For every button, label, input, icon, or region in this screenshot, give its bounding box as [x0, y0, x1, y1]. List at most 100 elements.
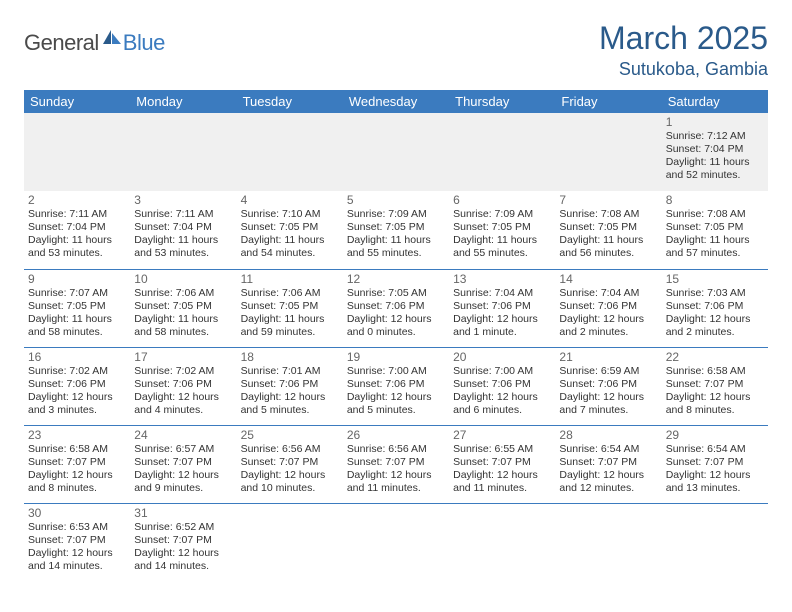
day-info: Sunrise: 7:07 AMSunset: 7:05 PMDaylight:…: [28, 287, 126, 340]
day-cell: 10Sunrise: 7:06 AMSunset: 7:05 PMDayligh…: [130, 269, 236, 347]
day-info: Sunrise: 6:55 AMSunset: 7:07 PMDaylight:…: [453, 443, 551, 496]
logo: General Blue: [24, 28, 165, 57]
logo-text-blue: Blue: [123, 30, 165, 56]
day-number: 2: [28, 193, 126, 207]
day-info: Sunrise: 6:58 AMSunset: 7:07 PMDaylight:…: [28, 443, 126, 496]
header: General Blue March 2025 Sutukoba, Gambia: [24, 20, 768, 80]
day-cell: 23Sunrise: 6:58 AMSunset: 7:07 PMDayligh…: [24, 425, 130, 503]
week-row: 30Sunrise: 6:53 AMSunset: 7:07 PMDayligh…: [24, 503, 768, 581]
week-row: 16Sunrise: 7:02 AMSunset: 7:06 PMDayligh…: [24, 347, 768, 425]
day-info: Sunrise: 7:06 AMSunset: 7:05 PMDaylight:…: [134, 287, 232, 340]
dayname-thu: Thursday: [449, 90, 555, 113]
day-info: Sunrise: 7:00 AMSunset: 7:06 PMDaylight:…: [347, 365, 445, 418]
day-cell: [449, 113, 555, 191]
week-row: 23Sunrise: 6:58 AMSunset: 7:07 PMDayligh…: [24, 425, 768, 503]
week-row: 9Sunrise: 7:07 AMSunset: 7:05 PMDaylight…: [24, 269, 768, 347]
day-cell: 1Sunrise: 7:12 AMSunset: 7:04 PMDaylight…: [662, 113, 768, 191]
day-cell: 26Sunrise: 6:56 AMSunset: 7:07 PMDayligh…: [343, 425, 449, 503]
day-cell: [343, 503, 449, 581]
day-number: 25: [241, 428, 339, 442]
day-cell: 4Sunrise: 7:10 AMSunset: 7:05 PMDaylight…: [237, 191, 343, 269]
day-info: Sunrise: 6:58 AMSunset: 7:07 PMDaylight:…: [666, 365, 764, 418]
day-number: 6: [453, 193, 551, 207]
day-info: Sunrise: 6:56 AMSunset: 7:07 PMDaylight:…: [347, 443, 445, 496]
day-cell: 27Sunrise: 6:55 AMSunset: 7:07 PMDayligh…: [449, 425, 555, 503]
day-cell: 25Sunrise: 6:56 AMSunset: 7:07 PMDayligh…: [237, 425, 343, 503]
day-info: Sunrise: 6:52 AMSunset: 7:07 PMDaylight:…: [134, 521, 232, 574]
sail-icon: [101, 28, 123, 51]
day-info: Sunrise: 7:08 AMSunset: 7:05 PMDaylight:…: [666, 208, 764, 261]
day-number: 3: [134, 193, 232, 207]
day-number: 22: [666, 350, 764, 364]
day-info: Sunrise: 7:04 AMSunset: 7:06 PMDaylight:…: [453, 287, 551, 340]
dayname-mon: Monday: [130, 90, 236, 113]
day-number: 7: [559, 193, 657, 207]
day-cell: 14Sunrise: 7:04 AMSunset: 7:06 PMDayligh…: [555, 269, 661, 347]
day-info: Sunrise: 7:00 AMSunset: 7:06 PMDaylight:…: [453, 365, 551, 418]
title-block: March 2025 Sutukoba, Gambia: [599, 20, 768, 80]
day-cell: [555, 503, 661, 581]
day-info: Sunrise: 7:12 AMSunset: 7:04 PMDaylight:…: [666, 130, 764, 183]
dayname-tue: Tuesday: [237, 90, 343, 113]
day-number: 14: [559, 272, 657, 286]
dayname-wed: Wednesday: [343, 90, 449, 113]
day-info: Sunrise: 7:04 AMSunset: 7:06 PMDaylight:…: [559, 287, 657, 340]
day-number: 19: [347, 350, 445, 364]
day-number: 21: [559, 350, 657, 364]
day-number: 13: [453, 272, 551, 286]
week-row: 1Sunrise: 7:12 AMSunset: 7:04 PMDaylight…: [24, 113, 768, 191]
day-cell: 18Sunrise: 7:01 AMSunset: 7:06 PMDayligh…: [237, 347, 343, 425]
day-number: 29: [666, 428, 764, 442]
day-cell: [237, 503, 343, 581]
day-cell: 16Sunrise: 7:02 AMSunset: 7:06 PMDayligh…: [24, 347, 130, 425]
day-cell: 29Sunrise: 6:54 AMSunset: 7:07 PMDayligh…: [662, 425, 768, 503]
day-cell: 22Sunrise: 6:58 AMSunset: 7:07 PMDayligh…: [662, 347, 768, 425]
day-number: 11: [241, 272, 339, 286]
day-number: 17: [134, 350, 232, 364]
day-number: 28: [559, 428, 657, 442]
day-number: 16: [28, 350, 126, 364]
dayname-fri: Friday: [555, 90, 661, 113]
logo-text-general: General: [24, 30, 99, 56]
day-cell: 7Sunrise: 7:08 AMSunset: 7:05 PMDaylight…: [555, 191, 661, 269]
day-number: 1: [666, 115, 764, 129]
day-cell: [24, 113, 130, 191]
day-info: Sunrise: 7:09 AMSunset: 7:05 PMDaylight:…: [453, 208, 551, 261]
day-info: Sunrise: 6:54 AMSunset: 7:07 PMDaylight:…: [559, 443, 657, 496]
week-row: 2Sunrise: 7:11 AMSunset: 7:04 PMDaylight…: [24, 191, 768, 269]
day-info: Sunrise: 7:03 AMSunset: 7:06 PMDaylight:…: [666, 287, 764, 340]
day-number: 5: [347, 193, 445, 207]
day-number: 15: [666, 272, 764, 286]
day-info: Sunrise: 7:02 AMSunset: 7:06 PMDaylight:…: [28, 365, 126, 418]
day-cell: 15Sunrise: 7:03 AMSunset: 7:06 PMDayligh…: [662, 269, 768, 347]
day-info: Sunrise: 7:10 AMSunset: 7:05 PMDaylight:…: [241, 208, 339, 261]
day-info: Sunrise: 6:59 AMSunset: 7:06 PMDaylight:…: [559, 365, 657, 418]
day-cell: 17Sunrise: 7:02 AMSunset: 7:06 PMDayligh…: [130, 347, 236, 425]
day-cell: 31Sunrise: 6:52 AMSunset: 7:07 PMDayligh…: [130, 503, 236, 581]
day-cell: 6Sunrise: 7:09 AMSunset: 7:05 PMDaylight…: [449, 191, 555, 269]
day-cell: 28Sunrise: 6:54 AMSunset: 7:07 PMDayligh…: [555, 425, 661, 503]
day-info: Sunrise: 7:09 AMSunset: 7:05 PMDaylight:…: [347, 208, 445, 261]
day-number: 20: [453, 350, 551, 364]
day-info: Sunrise: 7:05 AMSunset: 7:06 PMDaylight:…: [347, 287, 445, 340]
dayname-sun: Sunday: [24, 90, 130, 113]
day-cell: 21Sunrise: 6:59 AMSunset: 7:06 PMDayligh…: [555, 347, 661, 425]
day-cell: 24Sunrise: 6:57 AMSunset: 7:07 PMDayligh…: [130, 425, 236, 503]
day-info: Sunrise: 6:54 AMSunset: 7:07 PMDaylight:…: [666, 443, 764, 496]
day-info: Sunrise: 7:11 AMSunset: 7:04 PMDaylight:…: [28, 208, 126, 261]
calendar-table: Sunday Monday Tuesday Wednesday Thursday…: [24, 90, 768, 581]
day-cell: [130, 113, 236, 191]
day-cell: [237, 113, 343, 191]
day-cell: 9Sunrise: 7:07 AMSunset: 7:05 PMDaylight…: [24, 269, 130, 347]
day-number: 4: [241, 193, 339, 207]
day-cell: [449, 503, 555, 581]
day-cell: [555, 113, 661, 191]
page-title: March 2025: [599, 20, 768, 57]
day-cell: 13Sunrise: 7:04 AMSunset: 7:06 PMDayligh…: [449, 269, 555, 347]
day-number: 8: [666, 193, 764, 207]
day-number: 24: [134, 428, 232, 442]
day-info: Sunrise: 6:53 AMSunset: 7:07 PMDaylight:…: [28, 521, 126, 574]
day-number: 10: [134, 272, 232, 286]
day-number: 27: [453, 428, 551, 442]
day-info: Sunrise: 6:57 AMSunset: 7:07 PMDaylight:…: [134, 443, 232, 496]
